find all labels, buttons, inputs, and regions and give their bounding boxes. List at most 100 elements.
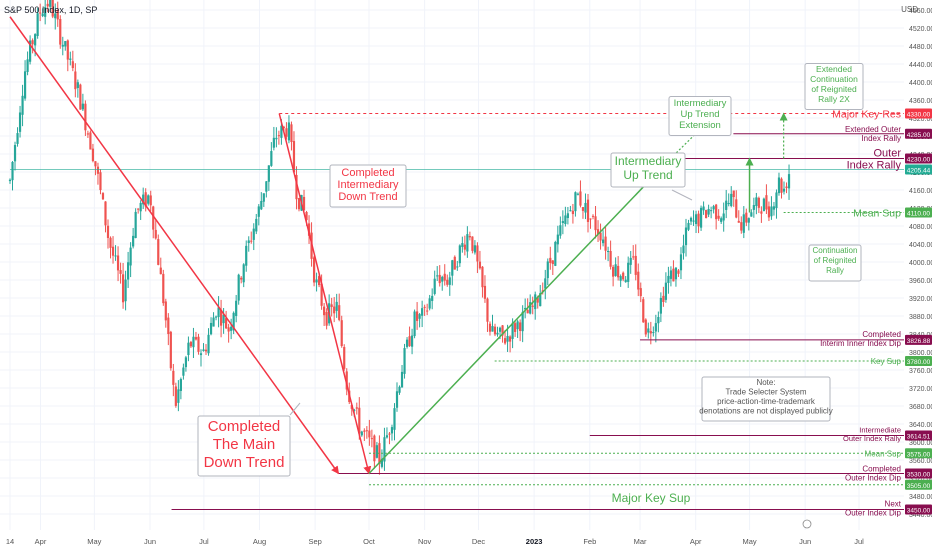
candles <box>8 0 791 475</box>
candle-body <box>149 195 152 206</box>
scroll-to-realtime-icon[interactable] <box>802 519 812 529</box>
candle-body <box>639 288 642 297</box>
candle-body <box>237 274 240 301</box>
candle-body <box>782 188 786 192</box>
x-tick-label: Feb <box>583 537 596 546</box>
candle-body <box>325 311 328 326</box>
level-tag-label: 4205.44 <box>907 168 931 175</box>
candle-body <box>295 174 298 200</box>
level-tag <box>905 334 932 345</box>
x-tick-label: Aug <box>253 537 266 546</box>
candle-body <box>192 336 195 348</box>
x-tick-label: Sep <box>308 537 321 546</box>
candle-body <box>755 197 758 207</box>
candle-body <box>86 133 90 135</box>
label-extended-outer-index-rally-line: Extended Outer <box>845 125 901 134</box>
candle-body <box>398 386 401 393</box>
candle-body <box>471 236 474 251</box>
candle-body <box>493 326 497 335</box>
y-tick-label: 3800.00 <box>909 350 932 357</box>
candle-body <box>506 335 509 342</box>
candle-body <box>257 206 260 217</box>
candle-body <box>722 213 725 221</box>
annotation-continuation-reignited-box <box>808 244 862 282</box>
candle-body <box>99 172 102 191</box>
y-tick-label: 4160.00 <box>909 188 932 195</box>
candle-body <box>169 331 172 369</box>
label-next-outer-index-dip-line: Outer Index Dip <box>845 509 902 518</box>
level-tag-label: 3614.51 <box>907 433 931 440</box>
candle-body <box>111 246 115 256</box>
candle-body <box>230 326 233 331</box>
candle-body <box>240 277 243 280</box>
candle-body <box>654 323 657 332</box>
annotation-intermediary-up-trend-line: Up Trend <box>623 168 672 182</box>
level-tag <box>905 448 932 459</box>
candle-body <box>767 206 771 218</box>
level-tag-label: 3530.00 <box>907 472 931 479</box>
level-tag-label: 4285.00 <box>907 132 931 139</box>
candle-body <box>443 273 446 281</box>
annotation-note-box <box>701 376 831 422</box>
candle-body <box>612 266 615 277</box>
annotation-major-key-sup: Major Key Sup <box>612 490 691 506</box>
annotation-up-trend-extension-box <box>668 96 732 136</box>
candle-body <box>26 59 29 72</box>
y-tick-label: 4040.00 <box>909 242 932 249</box>
annotation-extended-continuation-box <box>804 63 864 110</box>
candle-body <box>634 255 637 275</box>
candle-body <box>727 202 730 205</box>
candle-body <box>692 220 695 222</box>
candle-body <box>36 13 39 36</box>
candle-body <box>441 276 444 282</box>
major-key-sup-bg <box>612 490 690 506</box>
candle-body <box>426 310 429 312</box>
candle-body <box>491 326 494 332</box>
y-tick-label: 4560.00 <box>909 8 932 15</box>
candle-body <box>787 174 791 189</box>
candle-body <box>307 223 311 236</box>
candle-body <box>199 353 203 356</box>
candle-body <box>270 151 273 166</box>
y-tick-label: 3880.00 <box>909 314 932 321</box>
candle-body <box>179 379 182 391</box>
candle-body <box>66 40 69 60</box>
candle-body <box>217 307 220 318</box>
candle-body <box>277 135 280 137</box>
candle-body <box>664 282 667 300</box>
candle-body <box>358 407 361 434</box>
label-next-outer-index-dip-line: Next <box>885 500 902 509</box>
candle-body <box>775 192 778 209</box>
candle-body <box>242 264 245 283</box>
candle-body <box>544 278 547 289</box>
candle-body <box>297 198 301 210</box>
level-tag <box>905 468 932 479</box>
candle-body <box>312 257 316 283</box>
y-tick-label: 4480.00 <box>909 44 932 51</box>
candle-body <box>144 192 147 207</box>
candle-body <box>330 304 333 307</box>
level-tag <box>905 479 932 490</box>
annotation-continuation-reignited-line: of Reignited <box>814 256 857 265</box>
level-tag-label: 3505.00 <box>907 483 931 490</box>
candle-body <box>235 300 238 317</box>
candle-body <box>305 212 308 221</box>
candle-body <box>519 322 522 332</box>
candle-body <box>96 166 100 174</box>
level-tag <box>905 153 932 164</box>
y-tick-label: 3720.00 <box>909 386 932 393</box>
candle-body <box>712 206 715 210</box>
candle-body <box>463 244 466 250</box>
x-tick-label: Nov <box>418 537 432 546</box>
candle-body <box>772 206 776 210</box>
candle-body <box>260 200 263 210</box>
annotation-completed-intermediate-down-trend-line: Down Trend <box>338 191 397 203</box>
label-intermediate-outer-rally-line: Outer Index Rally <box>843 434 901 443</box>
candle-body <box>182 367 185 376</box>
candle-body <box>410 335 414 347</box>
candle-body <box>687 222 690 230</box>
